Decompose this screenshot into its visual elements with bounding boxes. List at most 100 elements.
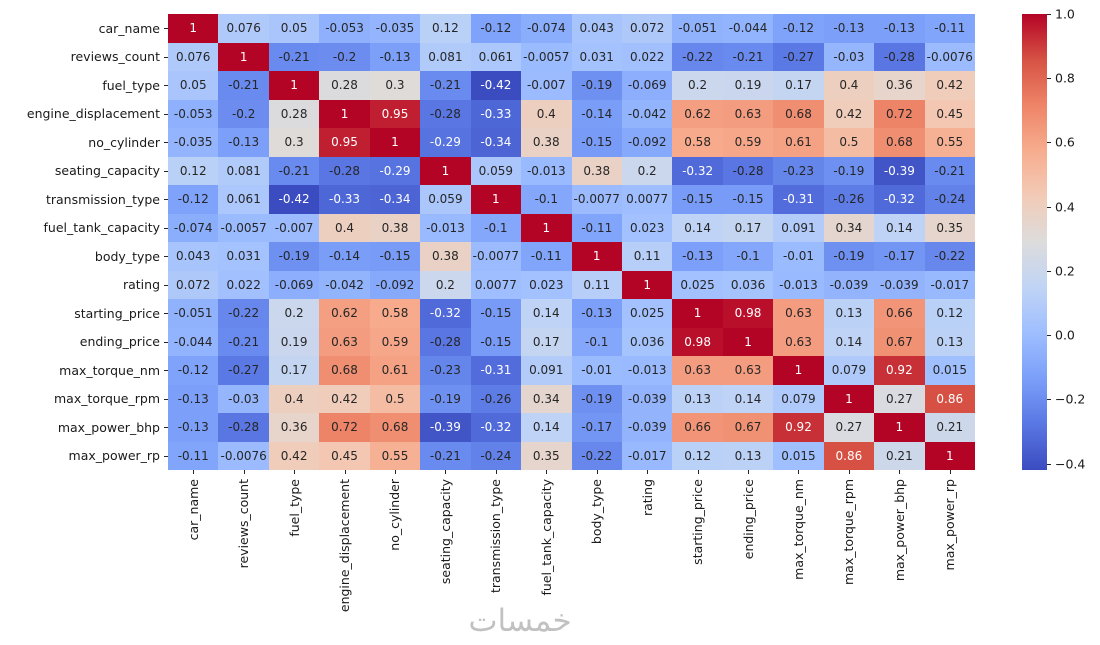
heatmap-cell: -0.21	[218, 71, 269, 100]
y-tick-mark	[164, 56, 168, 58]
heatmap-cell: -0.0076	[924, 42, 975, 71]
heatmap-cell: -0.035	[168, 128, 219, 157]
heatmap-cell: 0.14	[722, 384, 774, 413]
heatmap-cell: 0.68	[319, 356, 370, 385]
heatmap-cell: -0.017	[621, 441, 673, 470]
heatmap-cell: -0.11	[924, 14, 975, 43]
heatmap-cell: 0.072	[621, 14, 673, 43]
heatmap-cell: 0.55	[924, 128, 975, 157]
heatmap-cell: 0.4	[521, 99, 572, 128]
heatmap-cell: -0.28	[420, 327, 471, 356]
y-axis-label: max_power_bhp	[57, 419, 160, 435]
y-axis-label: car_name	[98, 20, 160, 36]
heatmap-cell: 0.4	[823, 71, 875, 100]
heatmap-cell: -0.31	[773, 185, 824, 214]
y-axis-label: no_cylinder	[88, 134, 160, 150]
heatmap-cell: -0.039	[874, 270, 925, 299]
y-axis-labels: car_name reviews_count fuel_type engine_dis…	[0, 14, 160, 470]
x-axis-label: engine_displacement	[337, 479, 353, 613]
heatmap-cell: -0.0057	[521, 42, 572, 71]
heatmap-cell: -0.32	[874, 185, 925, 214]
heatmap-cell: -0.39	[420, 413, 471, 442]
y-tick-mark	[164, 170, 168, 172]
heatmap-cell: -0.013	[521, 156, 572, 185]
heatmap-cell: -0.24	[924, 185, 975, 214]
heatmap-cell: -0.1	[722, 242, 774, 271]
heatmap-cell: 0.68	[369, 413, 421, 442]
heatmap-cell: 0.031	[571, 42, 622, 71]
heatmap-cell: 1	[218, 42, 269, 71]
heatmap-cell: -0.23	[420, 356, 471, 385]
heatmap-cell: 0.66	[672, 413, 723, 442]
y-tick-mark	[164, 227, 168, 229]
heatmap-cell: -0.28	[218, 413, 269, 442]
heatmap-cell: -0.11	[521, 242, 572, 271]
y-tick-mark	[164, 427, 168, 429]
x-axis-label: body_type	[589, 479, 605, 545]
y-axis-label: rating	[122, 277, 160, 293]
heatmap-cell: -0.28	[874, 42, 925, 71]
heatmap-cell: -0.092	[369, 270, 421, 299]
heatmap-cell: 0.05	[268, 14, 320, 43]
heatmap-cell: -0.013	[420, 213, 471, 242]
heatmap-cell: 0.42	[924, 71, 975, 100]
y-tick-mark	[164, 142, 168, 144]
heatmap-cell: -0.042	[621, 99, 673, 128]
heatmap-cell: 0.98	[722, 299, 774, 328]
x-axis-label: max_torque_rpm	[841, 479, 857, 585]
heatmap-cell: -0.19	[420, 384, 471, 413]
colorbar-tick-label: −0.2	[1055, 391, 1086, 407]
heatmap-cell: -0.21	[218, 327, 269, 356]
heatmap-cell: -0.044	[168, 327, 219, 356]
heatmap-cell: 1	[470, 185, 522, 214]
heatmap-cell: -0.2	[218, 99, 269, 128]
heatmap-cell: -0.039	[621, 384, 673, 413]
x-axis-label: ending_price	[740, 479, 756, 560]
heatmap-cell: -0.007	[521, 71, 572, 100]
heatmap-cell: 0.36	[874, 71, 925, 100]
colorbar-tick-mark	[1047, 335, 1051, 337]
heatmap-cell: -0.03	[218, 384, 269, 413]
heatmap-cell: 1	[672, 299, 723, 328]
heatmap-cell: 0.27	[874, 384, 925, 413]
colorbar-tick-mark	[1047, 14, 1051, 15]
heatmap-cell: -0.12	[168, 356, 219, 385]
heatmap-cell: 0.21	[924, 413, 975, 442]
y-tick-mark	[164, 455, 168, 457]
heatmap-cell: -0.013	[773, 270, 824, 299]
x-axis-label: seating_capacity	[437, 479, 453, 585]
heatmap-cell: 0.34	[823, 213, 875, 242]
heatmap-cell: 0.4	[319, 213, 370, 242]
heatmap-cell: -0.22	[218, 299, 269, 328]
heatmap-cell: -0.31	[470, 356, 522, 385]
heatmap-cell: -0.29	[420, 128, 471, 157]
heatmap-cell: 0.17	[268, 356, 320, 385]
heatmap-cell: -0.15	[722, 185, 774, 214]
heatmap-cell: 0.13	[823, 299, 875, 328]
y-tick-mark	[164, 199, 168, 201]
y-tick-mark	[164, 398, 168, 400]
colorbar-tick-label: 1.0	[1055, 6, 1075, 22]
heatmap-cell: -0.007	[268, 213, 320, 242]
x-tick-mark	[344, 470, 346, 474]
x-tick-mark	[294, 470, 296, 474]
x-axis-label: max_torque_nm	[790, 479, 806, 580]
heatmap-cell: -0.092	[621, 128, 673, 157]
heatmap-cell: -0.044	[722, 14, 774, 43]
heatmap-cell: 0.14	[874, 213, 925, 242]
x-axis-label: car_name	[185, 479, 201, 541]
heatmap-cell: 0.091	[521, 356, 572, 385]
heatmap-cell: -0.33	[470, 99, 522, 128]
heatmap-cell: 0.076	[168, 42, 219, 71]
x-axis-label: rating	[639, 479, 655, 517]
heatmap-cell: -0.15	[672, 185, 723, 214]
heatmap-cell: 1	[722, 327, 774, 356]
heatmap-cell: -0.28	[319, 156, 370, 185]
heatmap-cell: 0.0077	[470, 270, 522, 299]
heatmap-cell: -0.14	[571, 99, 622, 128]
heatmap-cell: -0.22	[571, 441, 622, 470]
heatmap-cell: -0.13	[823, 14, 875, 43]
y-tick-mark	[164, 28, 168, 30]
y-axis-label: body_type	[94, 248, 160, 264]
heatmap-cell: -0.21	[924, 156, 975, 185]
